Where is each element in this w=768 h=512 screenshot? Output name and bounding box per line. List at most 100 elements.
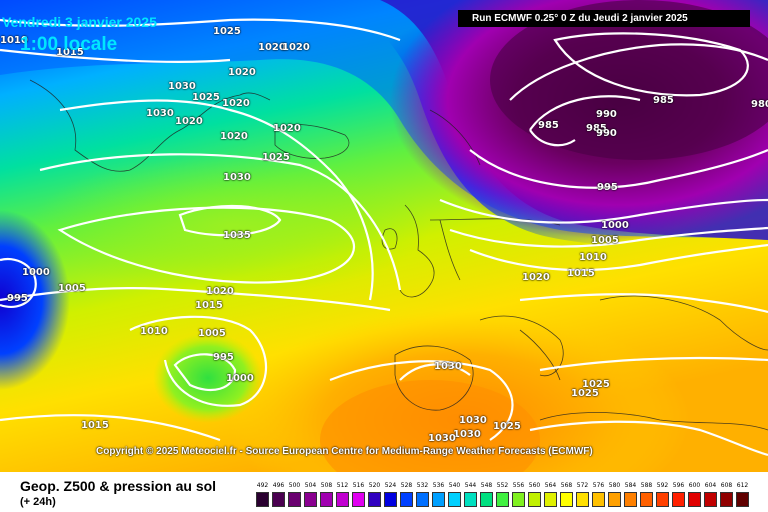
scale-tick-label: 588 <box>640 482 653 489</box>
isobar-label: 1005 <box>58 283 86 294</box>
scale-swatch <box>624 492 637 507</box>
isobar-label: 1030 <box>459 415 487 426</box>
scale-tick-label: 568 <box>560 482 573 489</box>
scale-tick-label: 540 <box>448 482 461 489</box>
isobar-label: 1030 <box>223 172 251 183</box>
map-title: Geop. Z500 & pression au sol <box>20 478 217 494</box>
scale-swatch <box>464 492 477 507</box>
scale-swatch <box>384 492 397 507</box>
scale-swatch <box>272 492 285 507</box>
scale-swatch <box>608 492 621 507</box>
scale-tick-label: 520 <box>368 482 381 489</box>
isobar-label: 995 <box>7 293 28 304</box>
scale-tick-label: 500 <box>288 482 301 489</box>
scale-tick-label: 584 <box>624 482 637 489</box>
scale-swatch <box>544 492 557 507</box>
isobar-label: 1010 <box>140 326 168 337</box>
isobar-label: 1030 <box>168 81 196 92</box>
scale-swatch <box>528 492 541 507</box>
isobar-label: 1020 <box>222 98 250 109</box>
isobar-label: 1025 <box>213 26 241 37</box>
run-info: Run ECMWF 0.25° 0 Z du Jeudi 2 janvier 2… <box>458 10 750 27</box>
isobar-label: 985 <box>586 123 607 134</box>
scale-tick-label: 508 <box>320 482 333 489</box>
isobar-label: 1025 <box>262 152 290 163</box>
scale-tick-label: 548 <box>480 482 493 489</box>
color-scale: 492 496 500 504 508 512 516 520 524 528 532 536 540 5… <box>256 480 752 510</box>
isobar-label: 1020 <box>175 116 203 127</box>
scale-swatch <box>496 492 509 507</box>
forecast-map[interactable]: 1010 1015 1025 1020 1020 1020 1030 1025 1020 1030… <box>0 0 768 472</box>
scale-swatch <box>336 492 349 507</box>
scale-swatch <box>576 492 589 507</box>
scale-swatch <box>320 492 333 507</box>
scale-swatch <box>400 492 413 507</box>
scale-swatch <box>688 492 701 507</box>
isobar-label: 990 <box>596 109 617 120</box>
forecast-time: 1:00 locale <box>20 34 118 55</box>
isobar-label: 990 <box>596 128 617 139</box>
scale-tick-label: 560 <box>528 482 541 489</box>
scale-swatch <box>352 492 365 507</box>
isobar-label: 985 <box>653 95 674 106</box>
isobar-label: 1000 <box>226 373 254 384</box>
isobar-label: 1015 <box>56 47 84 58</box>
isobar-label: 980 <box>751 99 768 110</box>
scale-swatch <box>736 492 749 507</box>
scale-tick-label: 552 <box>496 482 509 489</box>
scale-swatch <box>512 492 525 507</box>
isobar-label: 1030 <box>146 108 174 119</box>
scale-tick-label: 580 <box>608 482 621 489</box>
scale-swatch <box>672 492 685 507</box>
copyright-notice: Copyright © 2025 Meteociel.fr - Source E… <box>96 446 593 457</box>
isobar-label: 1025 <box>571 388 599 399</box>
forecast-date: Vendredi 3 janvier 2025 <box>2 14 157 30</box>
isobar-label: 1030 <box>434 361 462 372</box>
scale-swatch <box>640 492 653 507</box>
isobar-label: 1030 <box>428 433 456 444</box>
isobar-label: 1025 <box>582 379 610 390</box>
scale-swatch <box>368 492 381 507</box>
scale-swatch <box>592 492 605 507</box>
scale-swatch <box>416 492 429 507</box>
scale-tick-label: 608 <box>720 482 733 489</box>
isobar-label: 1010 <box>0 35 28 46</box>
scale-tick-label: 612 <box>736 482 749 489</box>
isobar-label: 1015 <box>567 268 595 279</box>
isobar-label: 1015 <box>81 420 109 431</box>
isobar-label: 1000 <box>601 220 629 231</box>
isobar-label: 1025 <box>493 421 521 432</box>
isobar-label: 1005 <box>198 328 226 339</box>
geopotential-field <box>0 0 768 472</box>
forecast-lead: (+ 24h) <box>20 496 56 508</box>
isobar-label: 1020 <box>522 272 550 283</box>
isobar-label: 1020 <box>273 123 301 134</box>
scale-tick-label: 536 <box>432 482 445 489</box>
isobar-label: 1020 <box>220 131 248 142</box>
scale-tick-label: 596 <box>672 482 685 489</box>
scale-swatch <box>720 492 733 507</box>
scale-tick-label: 600 <box>688 482 701 489</box>
scale-tick-label: 556 <box>512 482 525 489</box>
isobars <box>0 18 768 457</box>
scale-swatch <box>704 492 717 507</box>
isobar-label: 1000 <box>22 267 50 278</box>
isobar-label: 1010 <box>579 252 607 263</box>
scale-swatch <box>304 492 317 507</box>
isobar-label: 1020 <box>228 67 256 78</box>
isobar-label: 985 <box>538 120 559 131</box>
scale-swatch <box>560 492 573 507</box>
isobar-label: 1025 <box>192 92 220 103</box>
scale-tick-label: 532 <box>416 482 429 489</box>
isobar-label: 1020 <box>282 42 310 53</box>
scale-swatch <box>432 492 445 507</box>
scale-tick-label: 544 <box>464 482 477 489</box>
isobar-label: 1005 <box>591 235 619 246</box>
legend-footer: Geop. Z500 & pression au sol (+ 24h) 492… <box>0 472 768 512</box>
scale-swatch <box>448 492 461 507</box>
isobar-label: 1020 <box>258 42 286 53</box>
scale-tick-label: 576 <box>592 482 605 489</box>
scale-tick-label: 528 <box>400 482 413 489</box>
scale-tick-label: 516 <box>352 482 365 489</box>
